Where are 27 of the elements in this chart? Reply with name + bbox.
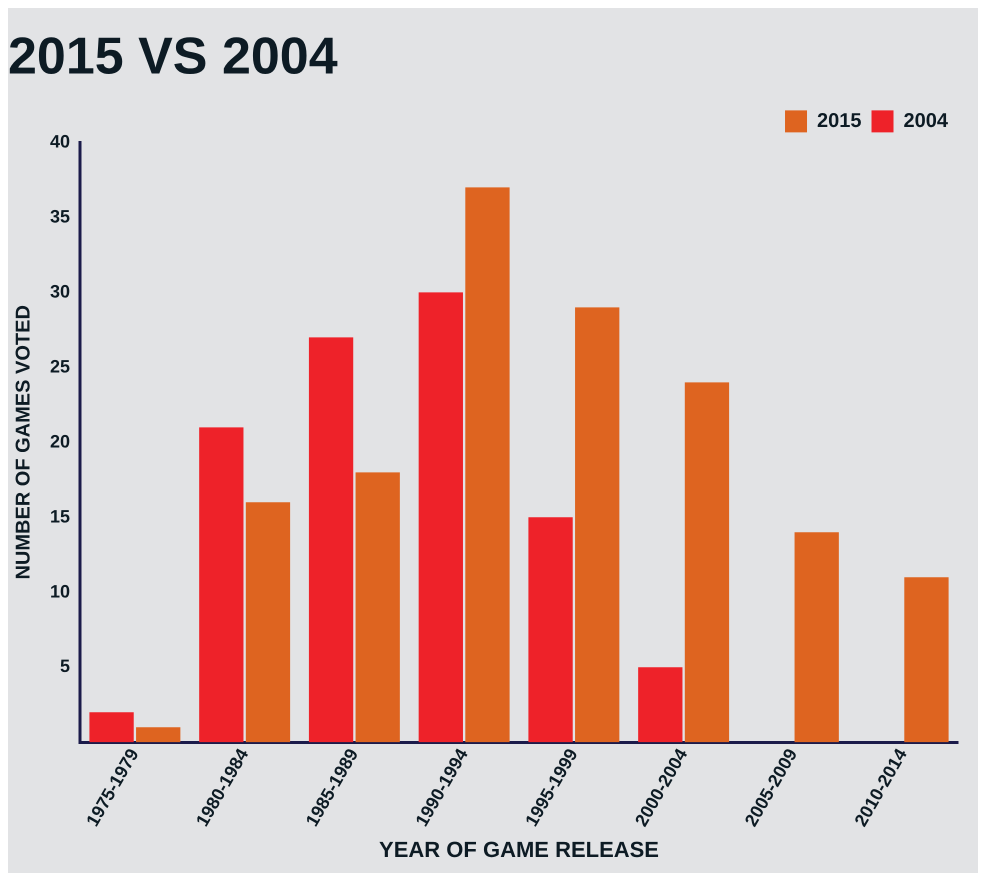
y-tick-label: 35 [50, 206, 70, 226]
legend-label: 2015 [817, 110, 862, 132]
y-tick-label: 40 [50, 131, 70, 152]
bar [199, 427, 244, 742]
bar [308, 337, 354, 742]
y-tick-label: 15 [50, 506, 70, 526]
y-tick-label: 25 [50, 356, 70, 376]
y-axis-title: NUMBER OF GAMES VOTED [12, 305, 35, 580]
y-tick-label: 20 [50, 431, 70, 452]
x-axis-title: YEAR OF GAME RELEASE [379, 836, 659, 862]
bar [356, 472, 400, 742]
bar [684, 382, 730, 742]
bar [794, 532, 839, 742]
bar [575, 307, 620, 742]
legend-label: 2004 [904, 110, 949, 132]
bar [638, 667, 682, 742]
bar [89, 712, 134, 742]
chart-title: 2015 VS 2004 [8, 28, 338, 86]
y-tick-label: 5 [60, 656, 70, 676]
bar [465, 187, 510, 742]
bar [136, 727, 180, 742]
y-tick-label: 30 [50, 281, 70, 302]
bar [418, 292, 463, 742]
bar [904, 577, 949, 742]
bar [246, 502, 290, 742]
y-tick-label: 10 [50, 581, 70, 602]
bar [528, 517, 573, 742]
